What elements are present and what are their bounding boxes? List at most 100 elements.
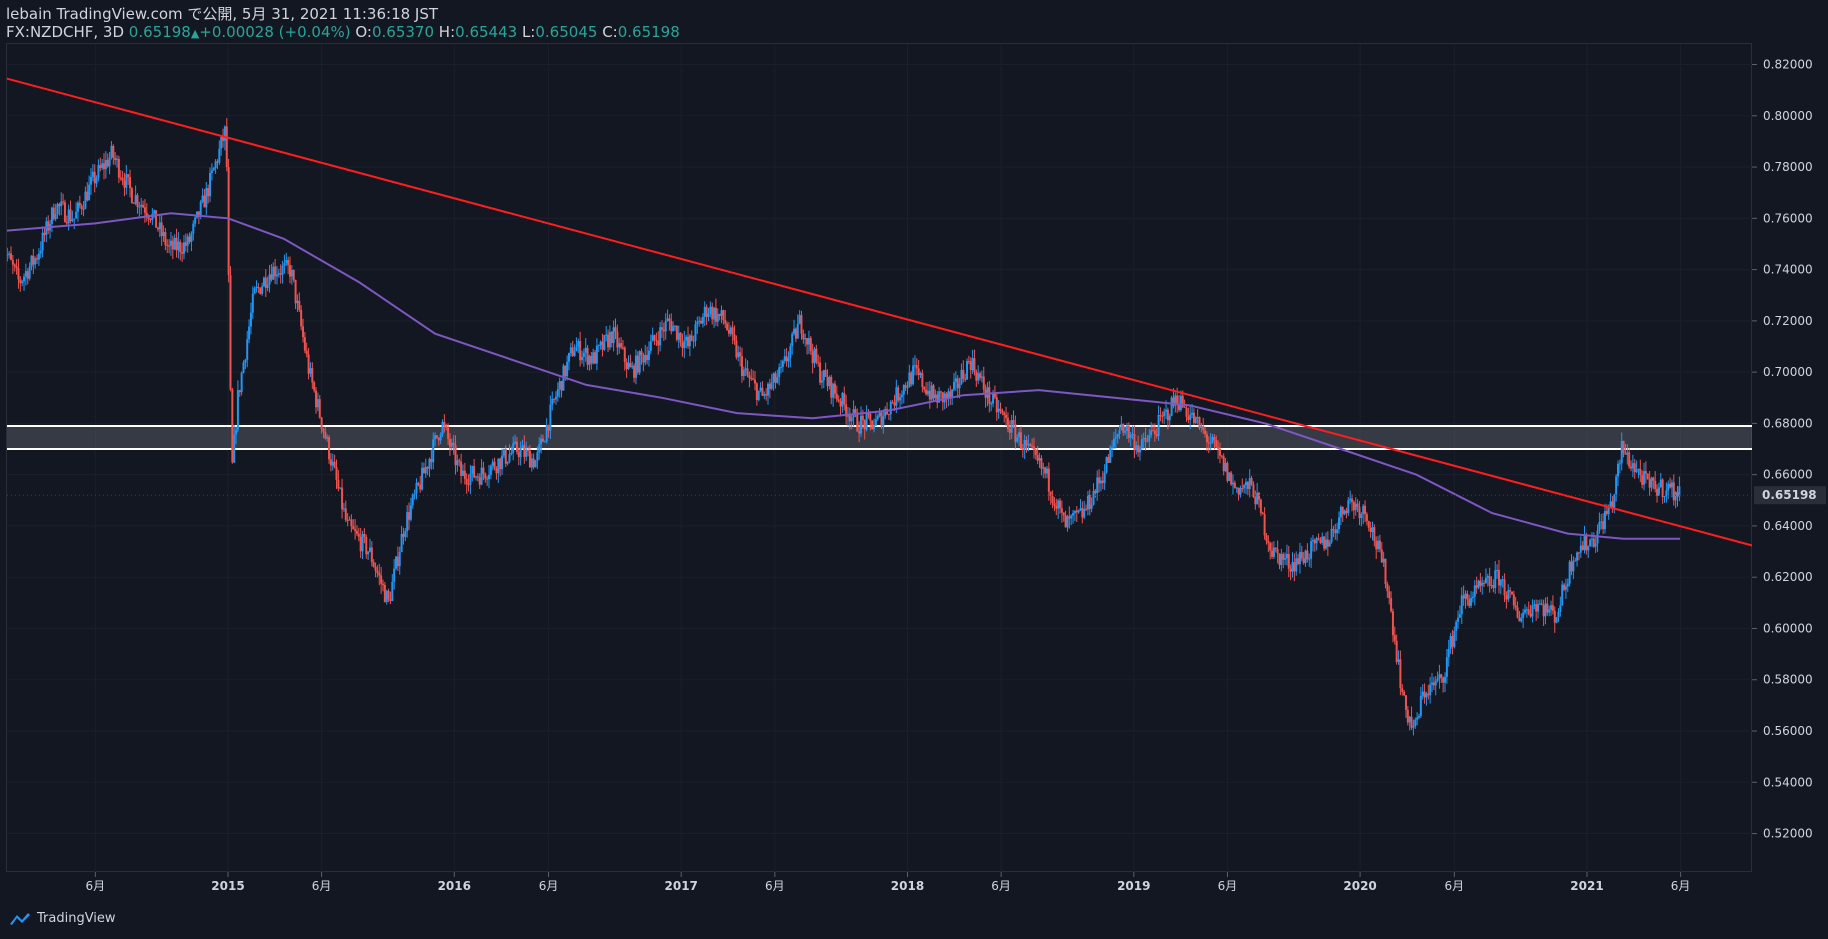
candle-body bbox=[1644, 471, 1647, 474]
candle-body bbox=[943, 393, 946, 403]
candle-body bbox=[1107, 457, 1110, 463]
trendline[interactable] bbox=[0, 62, 1828, 567]
candle-body bbox=[530, 458, 533, 468]
candle-body bbox=[1049, 491, 1052, 496]
candle-body bbox=[1112, 438, 1115, 447]
candle-body bbox=[352, 526, 355, 530]
y-tick-label: 0.66000 bbox=[1763, 468, 1813, 482]
moving-average[interactable] bbox=[2, 212, 1680, 540]
x-tick-label: 2016 bbox=[438, 879, 471, 893]
candle-body bbox=[78, 202, 81, 206]
y-tick-label: 0.68000 bbox=[1763, 416, 1813, 430]
candle-body bbox=[179, 241, 182, 253]
candle-body bbox=[1522, 612, 1525, 618]
candle-body bbox=[380, 575, 383, 584]
candle-body bbox=[305, 350, 308, 355]
x-tick-label: 6月 bbox=[539, 879, 559, 893]
candle-body bbox=[246, 339, 249, 360]
candle-body bbox=[1347, 500, 1350, 514]
symbol-label[interactable]: FX:NZDCHF, 3D bbox=[6, 23, 125, 41]
candle-body bbox=[452, 442, 455, 446]
sma-line[interactable] bbox=[2, 212, 1680, 540]
candle-body bbox=[616, 331, 619, 348]
candle-body bbox=[926, 390, 929, 395]
candle-body bbox=[10, 253, 13, 260]
last-price-badge bbox=[1754, 486, 1826, 505]
y-tick-label: 0.80000 bbox=[1763, 109, 1813, 123]
candle-body bbox=[506, 461, 509, 464]
candle-body bbox=[127, 174, 130, 178]
candle-body bbox=[1533, 604, 1536, 606]
candle-body bbox=[1615, 476, 1618, 495]
candle-body bbox=[50, 207, 53, 224]
candle-body bbox=[294, 279, 297, 304]
candle-body bbox=[151, 213, 154, 220]
candle-body bbox=[1669, 483, 1672, 488]
candle-body bbox=[707, 313, 710, 317]
candle-body bbox=[1189, 414, 1192, 420]
candle-body bbox=[63, 202, 66, 222]
candle-body bbox=[614, 327, 617, 332]
candle-body bbox=[776, 377, 779, 383]
time-axis[interactable]: 6月 2015 6月 2016 6月 2017 6月 2018 6月 2019 6月 2020 6月 20… bbox=[86, 872, 1691, 893]
x-tick-label: 6月 bbox=[86, 879, 106, 893]
candle-body bbox=[1319, 539, 1322, 543]
candle-body bbox=[292, 269, 295, 280]
candle-body bbox=[975, 371, 978, 381]
candle-body bbox=[612, 327, 615, 344]
candle-body bbox=[1611, 501, 1614, 508]
candle-body bbox=[1598, 522, 1601, 531]
candle-body bbox=[1081, 508, 1084, 518]
candle-body bbox=[1042, 467, 1045, 469]
candle-body bbox=[1382, 558, 1385, 563]
candle-body bbox=[874, 419, 877, 426]
candle-body bbox=[835, 393, 838, 400]
candle-body bbox=[1172, 397, 1175, 406]
candle-body bbox=[521, 445, 524, 449]
candle-body bbox=[765, 394, 768, 396]
candle-body bbox=[1051, 495, 1054, 504]
support-resistance-zone[interactable] bbox=[7, 424, 1752, 451]
candle-body bbox=[824, 370, 827, 377]
candle-body bbox=[675, 325, 678, 340]
candle-body bbox=[595, 345, 598, 364]
candle-body bbox=[270, 274, 273, 280]
candle-body bbox=[897, 387, 900, 401]
candle-body bbox=[666, 318, 669, 321]
candle-body bbox=[828, 376, 831, 387]
candle-body bbox=[1304, 550, 1307, 564]
candle-body bbox=[954, 378, 957, 382]
candle-body bbox=[395, 556, 398, 569]
candle-body bbox=[378, 572, 381, 576]
candle-body bbox=[631, 365, 634, 368]
candle-body bbox=[528, 450, 531, 468]
candle-body bbox=[419, 484, 422, 490]
candle-body bbox=[662, 329, 665, 332]
candle-body bbox=[538, 444, 541, 453]
candle-body bbox=[368, 547, 371, 552]
candle-body bbox=[1416, 717, 1419, 720]
candle-body bbox=[1003, 412, 1006, 415]
x-tick-label: 6月 bbox=[1218, 879, 1238, 893]
candle-body bbox=[575, 346, 578, 352]
chart-frame[interactable] bbox=[6, 43, 1752, 872]
candle-body bbox=[988, 387, 991, 404]
trend-line[interactable] bbox=[0, 62, 1828, 567]
candle-body bbox=[229, 274, 232, 390]
candle-body bbox=[685, 336, 688, 341]
candle-body bbox=[668, 318, 671, 321]
candle-body bbox=[210, 170, 213, 174]
candle-body bbox=[939, 391, 942, 393]
candle-body bbox=[119, 177, 122, 179]
candle-body bbox=[584, 347, 587, 353]
candle-body bbox=[925, 389, 928, 395]
candle-body bbox=[649, 341, 652, 351]
candle-body bbox=[556, 389, 559, 397]
candle-body bbox=[478, 477, 481, 485]
candle-body bbox=[1138, 447, 1141, 453]
candle-body bbox=[932, 385, 935, 399]
candle-body bbox=[1168, 415, 1171, 421]
y-tick-label: 0.82000 bbox=[1763, 58, 1813, 72]
price-axis[interactable]: 0.82000 0.80000 0.78000 0.76000 0.74000 0.720… bbox=[7, 58, 1826, 841]
